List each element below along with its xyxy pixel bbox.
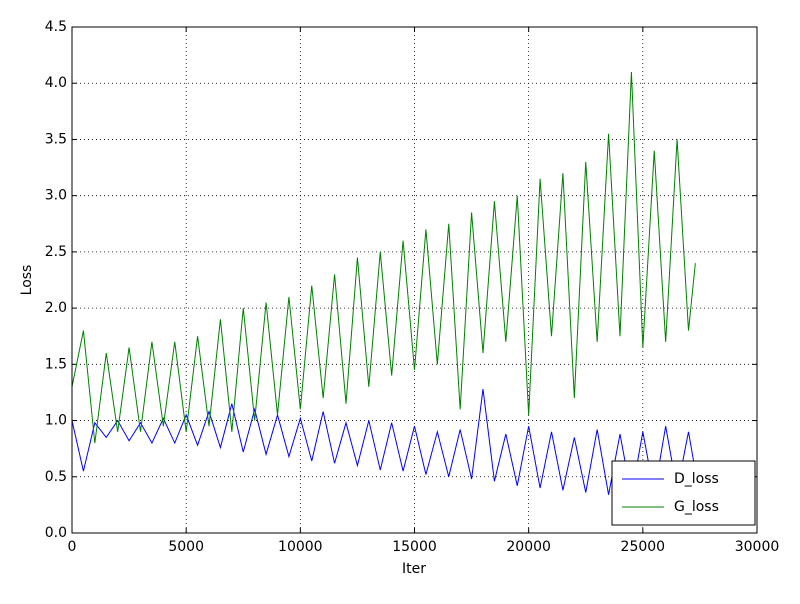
legend-box [611,460,756,526]
y-tick-label: 0.0 [45,525,67,541]
data-line [71,71,696,444]
y-tick-label: 3.5 [45,131,67,147]
x-tick-label: 15000 [392,539,437,555]
legend-label: G_loss [674,499,719,515]
y-axis-label: Loss [19,265,35,296]
y-tick-label: 1.0 [45,413,67,429]
x-tick-label: 5000 [168,539,204,555]
x-tick-label: 0 [68,539,77,555]
y-tick-label: 2.0 [45,300,67,316]
y-tick-label: 4.5 [45,19,67,35]
y-tick-label: 1.5 [45,356,67,372]
x-tick-label: 30000 [735,539,780,555]
y-tick-label: 3.0 [45,188,67,204]
y-tick-label: 2.5 [45,244,67,260]
legend-label: D_loss [674,471,719,487]
y-tick-label: 0.5 [45,469,67,485]
data-line [71,389,696,496]
x-tick-label: 10000 [278,539,323,555]
plot-frame [71,26,758,534]
x-axis-label: Iter [402,561,426,577]
x-tick-label: 20000 [506,539,551,555]
x-tick-label: 25000 [621,539,666,555]
y-tick-label: 4.0 [45,75,67,91]
